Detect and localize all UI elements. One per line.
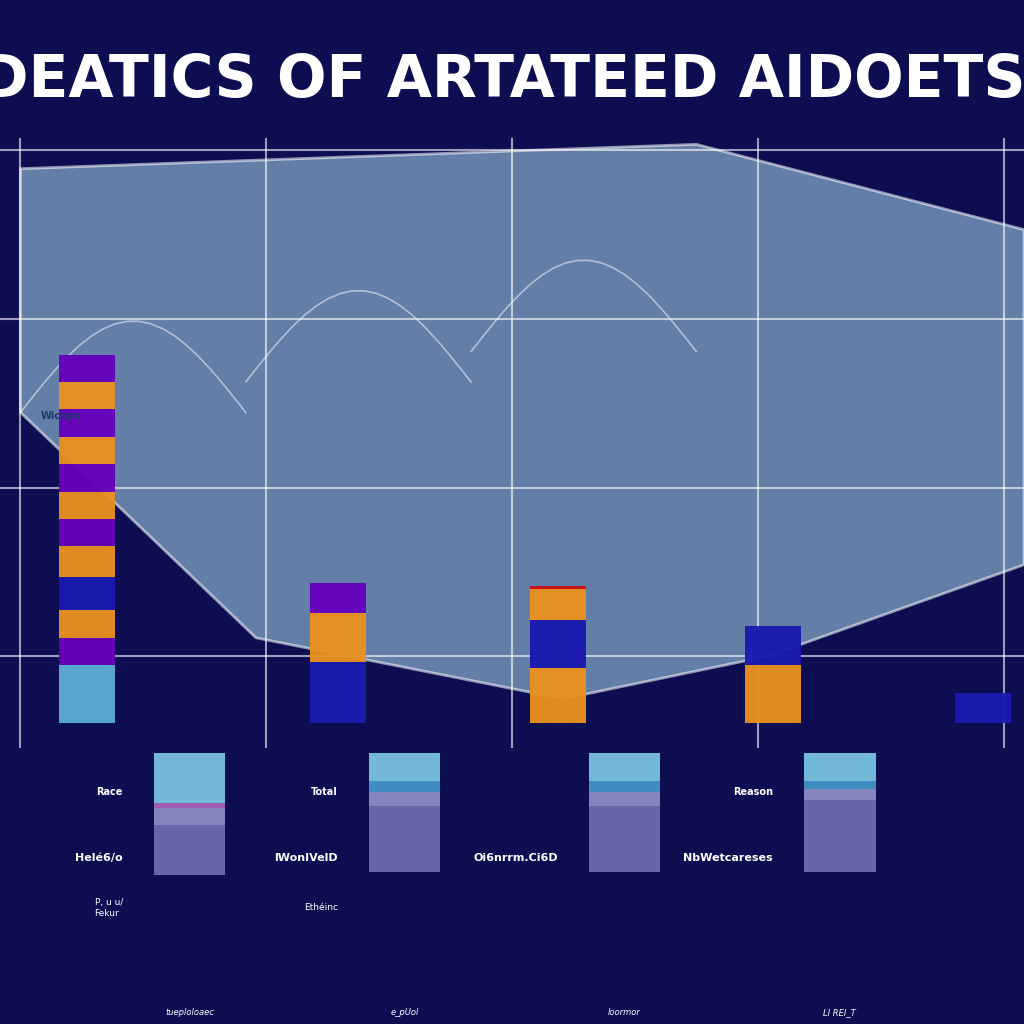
Bar <box>59 577 116 610</box>
Text: e_pUol: e_pUol <box>390 1009 419 1018</box>
Text: Reason: Reason <box>733 786 773 797</box>
Bar <box>954 692 1012 723</box>
Bar <box>804 839 876 872</box>
Bar <box>154 853 225 874</box>
Bar <box>154 808 225 825</box>
Text: NbWetcareses: NbWetcareses <box>683 853 773 863</box>
Text: Race: Race <box>96 786 123 797</box>
Text: Wichps: Wichps <box>41 411 81 421</box>
Bar <box>804 753 876 780</box>
Bar <box>589 844 660 872</box>
Bar <box>369 780 440 792</box>
Bar <box>589 806 660 844</box>
Bar <box>154 825 225 853</box>
Bar <box>59 437 116 464</box>
Text: Oi6nrrm.Ci6D: Oi6nrrm.Ci6D <box>473 853 558 863</box>
Bar <box>369 792 440 806</box>
Bar <box>154 803 225 808</box>
Bar <box>745 666 802 723</box>
Bar <box>59 573 116 577</box>
Bar <box>59 666 116 723</box>
Bar <box>804 788 876 800</box>
Bar <box>59 410 116 437</box>
Bar <box>530 620 587 669</box>
Text: P, u u/
Fekur: P, u u/ Fekur <box>94 898 123 918</box>
Bar <box>59 519 116 547</box>
Bar <box>369 839 440 872</box>
Bar <box>369 806 440 839</box>
Bar <box>309 613 367 663</box>
Bar <box>369 753 440 780</box>
Text: loormor: loormor <box>608 1009 641 1018</box>
Bar <box>154 753 225 803</box>
Bar <box>59 382 116 410</box>
Text: LI REI_T: LI REI_T <box>823 1009 856 1018</box>
Bar <box>745 626 802 666</box>
Bar <box>309 583 367 610</box>
Bar <box>589 753 660 780</box>
Bar <box>59 610 116 638</box>
Bar <box>530 589 587 616</box>
Text: lWonIVelD: lWonIVelD <box>274 853 338 863</box>
Bar <box>530 586 587 589</box>
Bar <box>804 800 876 839</box>
Bar <box>59 492 116 519</box>
Text: Helé6/o: Helé6/o <box>75 853 123 863</box>
Text: tueploloaec: tueploloaec <box>165 1009 214 1018</box>
Bar <box>59 464 116 492</box>
Bar <box>804 780 876 788</box>
Bar <box>59 638 116 666</box>
Bar <box>59 547 116 573</box>
Text: Total: Total <box>311 786 338 797</box>
Bar <box>309 663 367 723</box>
Text: DEATICS OF ARTATEED AIDOETST: DEATICS OF ARTATEED AIDOETST <box>0 51 1024 109</box>
Bar <box>59 354 116 382</box>
Bar <box>589 792 660 806</box>
Bar <box>530 669 587 723</box>
Bar <box>309 610 367 613</box>
Bar <box>589 780 660 792</box>
Bar <box>530 616 587 620</box>
Polygon shape <box>20 144 1024 698</box>
Text: Ethéinc: Ethéinc <box>304 903 338 912</box>
